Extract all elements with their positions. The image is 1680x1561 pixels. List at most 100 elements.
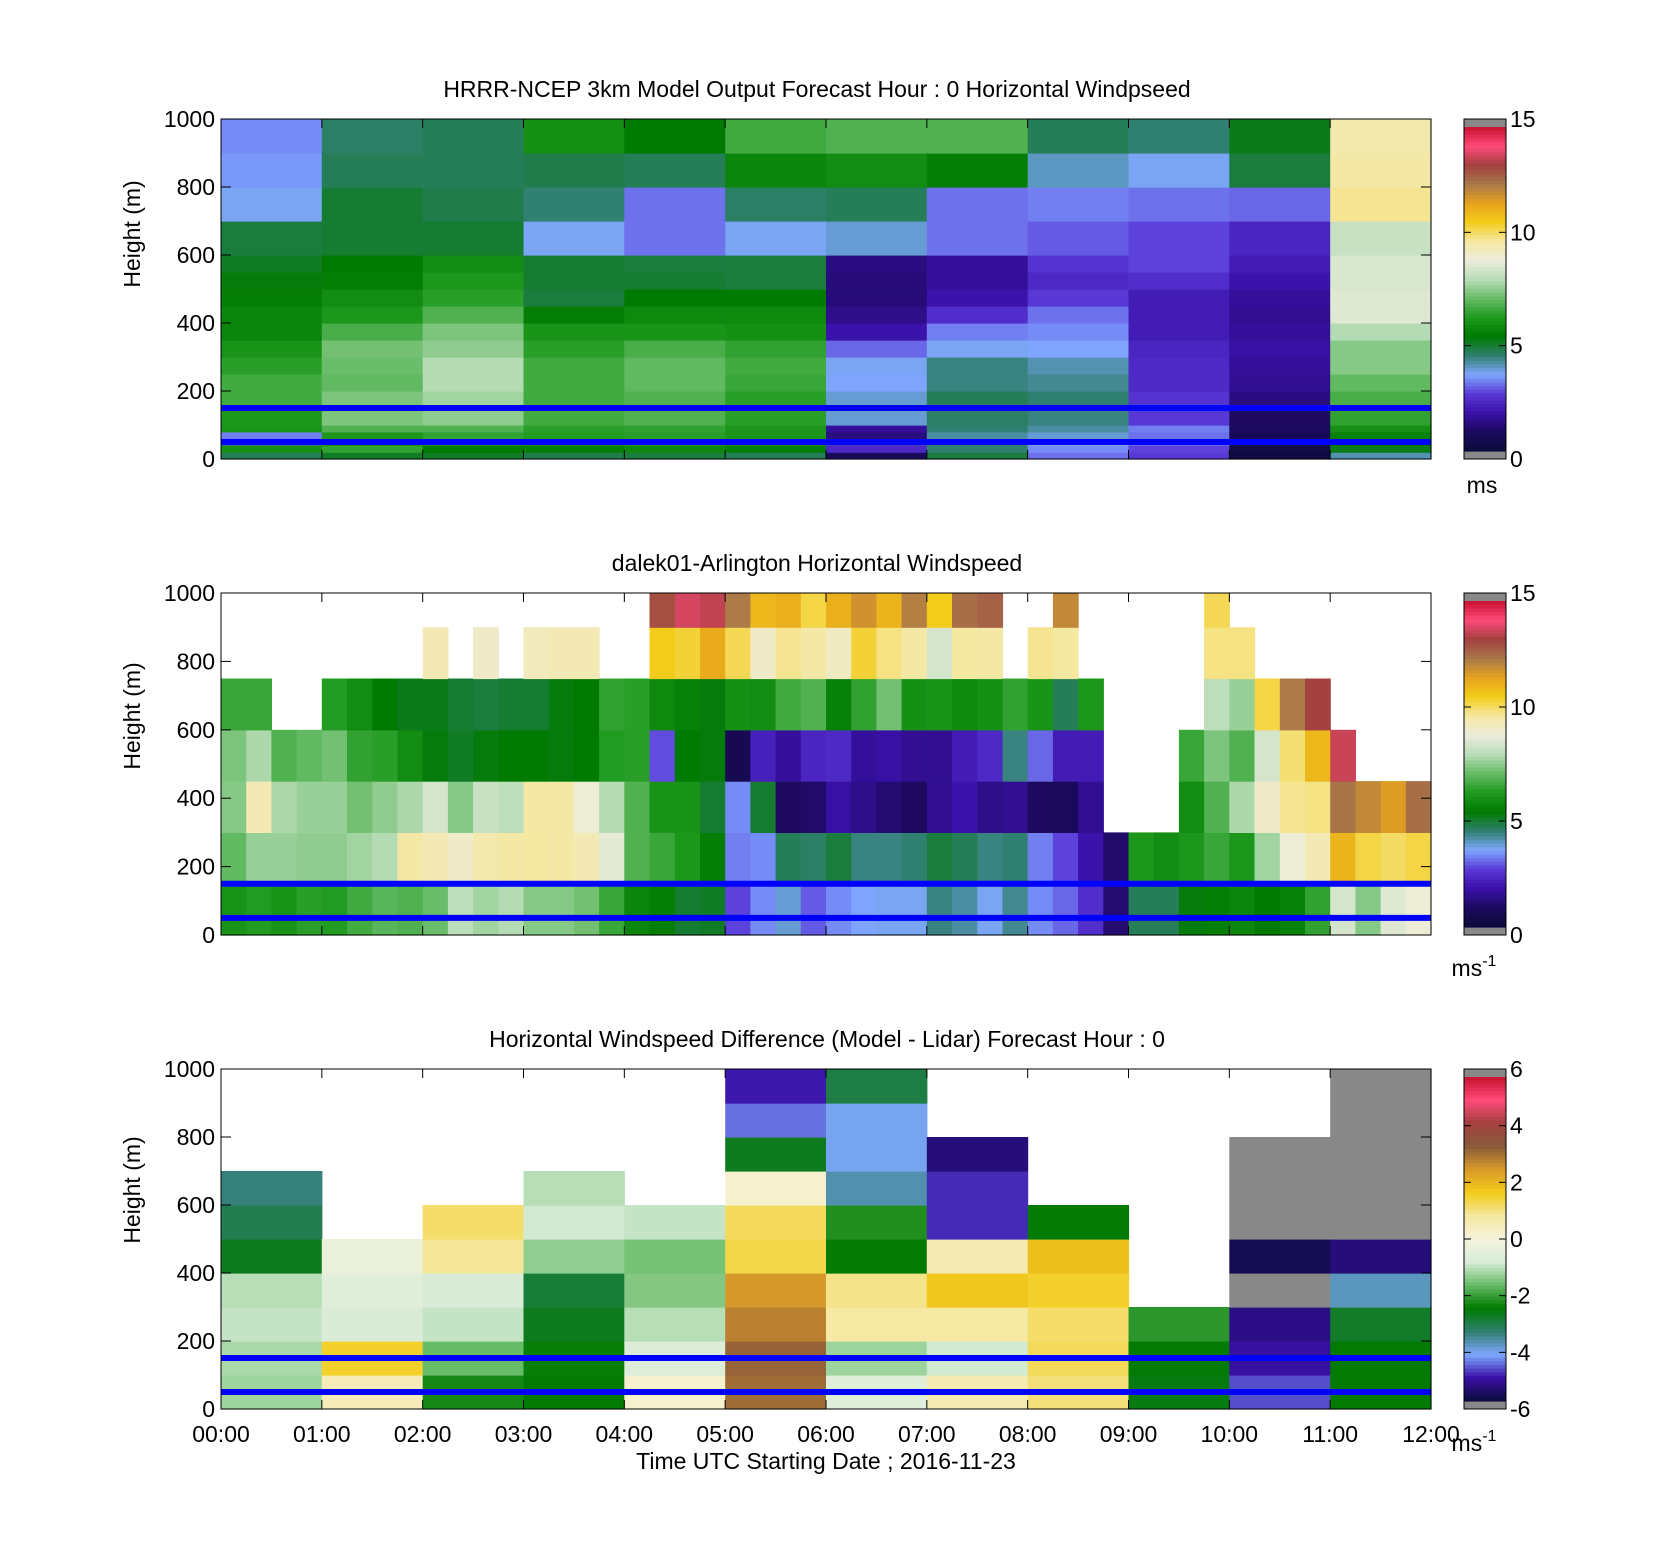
heatmap-cell xyxy=(1229,272,1331,290)
heatmap-cell xyxy=(422,374,525,392)
heatmap-cell xyxy=(1405,883,1432,936)
y-tick-label: 400 xyxy=(177,785,215,811)
heatmap-cell xyxy=(347,729,373,782)
colorbar-segment xyxy=(1464,1264,1506,1269)
colorbar-segment xyxy=(1464,767,1506,772)
heatmap-cell xyxy=(422,445,525,453)
heatmap-cell xyxy=(901,678,928,731)
heatmap-cell xyxy=(271,883,298,936)
heatmap-cell xyxy=(926,593,953,628)
colorbar-tick-label: 0 xyxy=(1510,446,1523,472)
colorbar-segment xyxy=(1464,640,1506,646)
colorbar-segment xyxy=(1464,1383,1506,1388)
heatmap-cell xyxy=(422,221,525,256)
heatmap-cell xyxy=(901,729,928,782)
heatmap-cell xyxy=(1128,153,1230,188)
colorbar-under-cap xyxy=(1464,1401,1506,1409)
heatmap-cell xyxy=(1178,832,1205,885)
heatmap-cell xyxy=(523,323,625,341)
heatmap-cell xyxy=(725,255,827,273)
heatmap-cell xyxy=(523,431,625,440)
heatmap-cell xyxy=(977,832,1004,885)
y-tick-label: 200 xyxy=(177,378,215,404)
y-tick-label: 400 xyxy=(177,310,215,336)
colorbar-segment xyxy=(1464,601,1506,606)
heatmap-cell xyxy=(473,781,499,833)
heatmap-cell xyxy=(1279,832,1306,885)
heatmap-cell xyxy=(674,627,701,680)
colorbar-segment xyxy=(1464,1127,1506,1132)
colorbar-segment xyxy=(1464,1311,1506,1316)
colorbar-segment xyxy=(1464,633,1506,638)
heatmap-cell xyxy=(1229,408,1331,426)
heatmap-cell xyxy=(1204,832,1230,885)
heatmap-cell xyxy=(1330,1239,1432,1274)
heatmap-cell xyxy=(826,1103,928,1138)
heatmap-cell xyxy=(1128,272,1230,290)
heatmap-cell xyxy=(725,431,827,440)
heatmap-cell xyxy=(1279,883,1306,936)
heatmap-cell xyxy=(1027,1273,1130,1308)
heatmap-cell xyxy=(725,119,827,154)
heatmap-cell xyxy=(725,1239,827,1274)
heatmap-cell xyxy=(422,408,525,426)
colorbar-segment xyxy=(1464,890,1506,895)
heatmap-cell xyxy=(1330,374,1432,392)
panel-difference-colorbar: -6 -4 -2 0 2 4 6 xyxy=(1463,1056,1531,1422)
colorbar-tick-label: -6 xyxy=(1510,1396,1530,1422)
heatmap-cell xyxy=(321,374,424,392)
heatmap-cell xyxy=(523,781,550,833)
heatmap-cell xyxy=(1002,729,1029,782)
heatmap-cell xyxy=(271,729,298,782)
heatmap-cell xyxy=(599,781,625,833)
heatmap-cell xyxy=(1027,119,1130,154)
heatmap-cell xyxy=(573,832,600,885)
heatmap-cell xyxy=(826,627,852,680)
colorbar-segment xyxy=(1464,622,1506,627)
colorbar-segment xyxy=(1464,411,1506,416)
x-tick-label: 03:00 xyxy=(495,1421,553,1447)
colorbar-segment xyxy=(1464,325,1506,330)
heatmap-cell xyxy=(649,832,676,885)
heatmap-cell xyxy=(296,883,323,936)
heatmap-cell xyxy=(700,883,726,936)
heatmap-cell xyxy=(422,255,525,273)
heatmap-cell xyxy=(826,323,928,341)
heatmap-cell xyxy=(221,452,323,460)
colorbar-segment xyxy=(1464,687,1506,693)
colorbar-segment xyxy=(1464,245,1506,250)
heatmap-cell xyxy=(725,678,751,731)
heatmap-cell xyxy=(422,678,449,731)
colorbar-segment xyxy=(1464,702,1506,707)
colorbar-segment xyxy=(1464,217,1506,222)
heatmap-cell xyxy=(649,593,676,628)
heatmap-cell xyxy=(700,729,726,782)
colorbar-segment xyxy=(1464,1134,1506,1139)
heatmap-cell xyxy=(800,883,827,936)
colorbar-segment xyxy=(1464,353,1506,358)
heatmap-cell xyxy=(221,1171,323,1206)
heatmap-cell xyxy=(221,323,323,341)
colorbar-segment xyxy=(1464,1343,1506,1348)
colorbar-segment xyxy=(1464,371,1506,376)
heatmap-cell xyxy=(1128,425,1230,433)
heatmap-cell xyxy=(447,781,474,833)
colorbar-segment xyxy=(1464,163,1506,168)
heatmap-cell xyxy=(1204,678,1230,731)
heatmap-cell xyxy=(321,883,348,936)
heatmap-cell xyxy=(1229,445,1331,453)
heatmap-cell xyxy=(826,374,928,392)
colorbar-segment xyxy=(1464,742,1506,747)
colorbar-segment xyxy=(1464,227,1506,232)
heatmap-cell xyxy=(422,431,525,440)
heatmap-cell xyxy=(624,781,651,833)
colorbar-segment xyxy=(1464,1174,1506,1179)
colorbar-segment xyxy=(1464,1354,1506,1359)
heatmap-cell xyxy=(826,678,852,731)
colorbar-segment xyxy=(1464,1080,1506,1085)
heatmap-cell xyxy=(447,883,474,936)
colorbar-segment xyxy=(1464,800,1506,805)
colorbar-segment xyxy=(1464,127,1506,132)
colorbar-segment xyxy=(1464,662,1506,667)
panel-model-colorbar-unit: ms xyxy=(1467,472,1498,498)
